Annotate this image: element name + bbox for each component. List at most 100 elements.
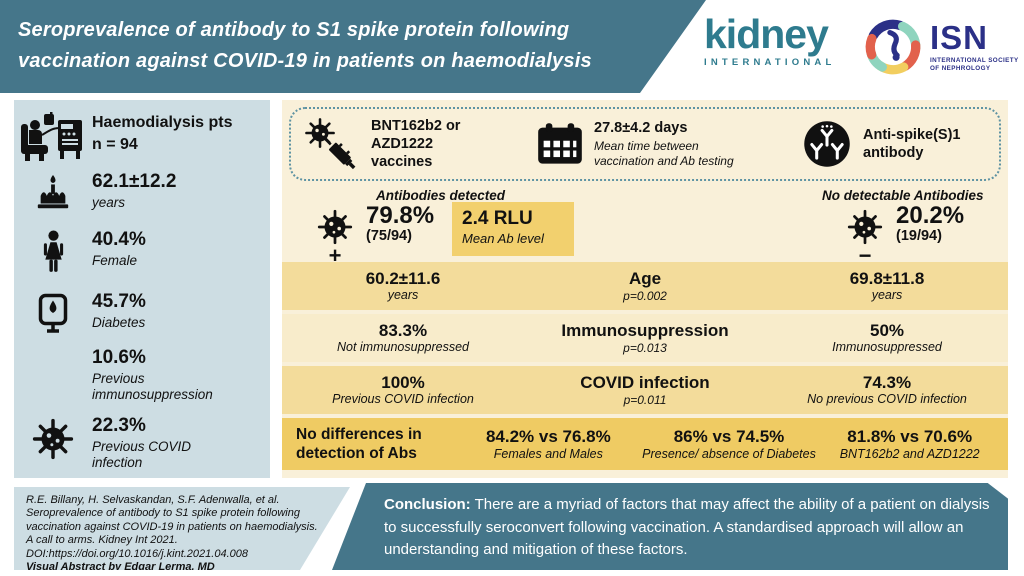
no-diff-diabetes: 86% vs 74.5% Presence/ absence of Diabet… (639, 427, 820, 461)
timing-value: 27.8±4.2 days (594, 120, 688, 137)
conclusion-label: Conclusion: (384, 496, 471, 513)
immunosuppression-comparison-row: 83.3% Not immunosuppressed Immunosuppres… (282, 314, 1008, 362)
no-diff-sex: 84.2% vs 76.8% Females and Males (458, 427, 639, 461)
kidney-international-logo: kidney INTERNATIONAL (704, 11, 854, 69)
kidney-logo-sub: INTERNATIONAL (704, 57, 836, 68)
age-detected-value: 60.2±11.6 (365, 269, 441, 289)
antibody-icon (801, 118, 853, 170)
covid-notdetected-value: 74.3% (862, 373, 912, 393)
immuno-notdetected-value: 50% (869, 321, 905, 341)
diabetes-label: Diabetes (92, 314, 146, 330)
covid-notdetected-label: No previous COVID infection (807, 391, 967, 406)
stat-prev-covid: 22.3% Previous COVID infection (14, 415, 242, 471)
immuno-detected-value: 83.3% (378, 321, 428, 341)
virus-positive-icon: + (312, 206, 358, 268)
not-detected-caption: No detectable Antibodies (822, 188, 984, 203)
prev-covid-value: 22.3% (92, 415, 146, 436)
sample-size: n = 94 (92, 135, 138, 153)
covid-comparison-row: 100% Previous COVID infection COVID infe… (282, 366, 1008, 414)
dialysis-patient-icon (14, 112, 92, 162)
age-notdetected-value: 69.8±11.8 (849, 269, 925, 289)
no-diff-vaccine: 81.8% vs 70.6% BNT162b2 and AZD1222 (819, 427, 1000, 461)
citation-journal: A call to arms. Kidney Int 2021. (26, 534, 178, 547)
results-panel: BNT162b2 or AZD1222 vaccines 27.8±4.2 (282, 100, 1008, 478)
not-detected-stat: 20.2% (19/94) (896, 203, 964, 244)
haemodialysis-label: Haemodialysis pts (92, 114, 233, 131)
vaccines-group: BNT162b2 or AZD1222 vaccines (301, 115, 536, 173)
stat-prev-immunosuppression: 10.6% Previous immunosuppression (14, 347, 242, 403)
patient-characteristics-panel: Haemodialysis pts n = 94 62.1±12.2 years (14, 100, 270, 478)
isn-ring-icon (862, 16, 924, 78)
vaccines-line1: BNT162b2 or (371, 117, 461, 134)
age-notdetected-label: years (871, 287, 903, 302)
minus-sign: − (858, 243, 872, 268)
isn-logo-word: ISN (930, 18, 989, 56)
mean-ab-value: 2.4 RLU (462, 208, 533, 229)
study-design-box: BNT162b2 or AZD1222 vaccines 27.8±4.2 (289, 107, 1001, 181)
no-diff-statement: No differences in detection of Abs (296, 425, 422, 462)
no-differences-row: No differences in detection of Abs 84.2%… (282, 418, 1008, 470)
stat-haemodialysis: Haemodialysis pts n = 94 (14, 112, 233, 162)
virus-icon (14, 416, 92, 462)
citation-title-1: Seroprevalence of antibody to S1 spike p… (26, 507, 300, 520)
sex-values: 84.2% vs 76.8% (485, 426, 611, 446)
immuno-detected-label: Not immunosuppressed (336, 339, 469, 354)
immuno-factor: Immunosuppression (561, 321, 729, 341)
covid-detected-value: 100% (381, 373, 425, 393)
citation-panel: R.E. Billany, H. Selvaskandan, S.F. Aden… (14, 487, 350, 570)
calendar-icon (536, 122, 584, 166)
mean-ab-level-box: 2.4 RLU Mean Ab level (452, 202, 574, 256)
female-label: Female (92, 252, 138, 268)
kidney-logo-word: kidney (704, 11, 829, 57)
isn-logo-sub2: OF NEPHROLOGY (930, 65, 991, 72)
vaccines-line3: vaccines (371, 154, 433, 171)
prev-immuno-label: Previous immunosuppression (92, 370, 213, 403)
title-banner: Seroprevalence of antibody to S1 spike p… (0, 0, 706, 93)
sex-label: Females and Males (493, 447, 603, 462)
stat-age: 62.1±12.2 years (14, 171, 177, 214)
page-title-line1: Seroprevalence of antibody to S1 spike p… (18, 19, 570, 41)
immuno-pvalue: p=0.013 (623, 340, 667, 355)
page-title-line2: vaccination against COVID-19 in patients… (18, 50, 592, 72)
conclusion-panel: Conclusion: There are a myriad of factor… (332, 483, 1008, 570)
age-value: 62.1±12.2 (92, 171, 177, 192)
female-value: 40.4% (92, 229, 146, 250)
isn-logo: ISN INTERNATIONAL SOCIETY OF NEPHROLOGY (862, 16, 1019, 78)
prev-immuno-value: 10.6% (92, 347, 146, 368)
virus-negative-icon: − (842, 206, 888, 268)
virus-syringe-icon (301, 115, 361, 173)
age-pvalue: p=0.002 (623, 288, 667, 303)
birthday-cake-icon (14, 172, 92, 214)
diabetes-label: Presence/ absence of Diabetes (642, 447, 816, 462)
detected-caption: Antibodies detected (376, 188, 506, 203)
citation-title-2: vaccination against COVID-19 in patients… (26, 520, 318, 533)
isn-logo-sub1: INTERNATIONAL SOCIETY (930, 56, 1019, 64)
mean-ab-label: Mean Ab level (462, 231, 544, 246)
citation-authors: R.E. Billany, H. Selvaskandan, S.F. Aden… (26, 494, 280, 506)
diabetes-value: 45.7% (92, 291, 146, 312)
vaccine-label: BNT162b2 and AZD1222 (839, 447, 980, 462)
diabetes-values: 86% vs 74.5% (673, 426, 785, 446)
age-factor: Age (628, 269, 662, 289)
covid-detected-label: Previous COVID infection (332, 391, 474, 406)
age-detected-label: years (387, 287, 419, 302)
antibody-group: Anti-spike(S)1 antibody (801, 118, 975, 170)
blood-bag-icon (14, 292, 92, 337)
age-comparison-row: 60.2±11.6 years Age p=0.002 69.8±11.8 ye… (282, 262, 1008, 310)
plus-sign: + (328, 243, 342, 268)
timing-group: 27.8±4.2 days Mean time between vaccinat… (536, 119, 801, 168)
visual-abstract-credit: Visual Abstract by Edgar Lerma, MD (26, 561, 215, 574)
detected-stat: 79.8% (75/94) (366, 203, 434, 244)
antibody-label: Anti-spike(S)1 antibody (863, 126, 961, 161)
immuno-notdetected-label: Immunosuppressed (832, 339, 942, 354)
stat-female: 40.4% Female (14, 229, 146, 275)
detected-value: 79.8% (366, 202, 435, 229)
conclusion-text: There are a myriad of factors that may a… (384, 496, 990, 558)
prev-covid-label: Previous COVID infection (92, 438, 192, 471)
not-detected-fraction: (19/94) (896, 228, 942, 245)
timing-label: Mean time between vaccination and Ab tes… (594, 138, 734, 168)
not-detected-value: 20.2% (896, 202, 965, 229)
age-label: years (92, 194, 126, 210)
citation-doi: DOI:https://doi.org/10.1016/j.kint.2021.… (26, 547, 248, 560)
detected-fraction: (75/94) (366, 228, 412, 245)
